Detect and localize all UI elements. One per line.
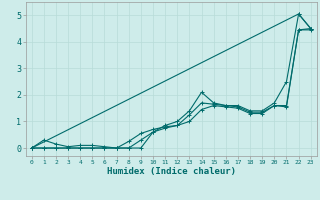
X-axis label: Humidex (Indice chaleur): Humidex (Indice chaleur) xyxy=(107,167,236,176)
